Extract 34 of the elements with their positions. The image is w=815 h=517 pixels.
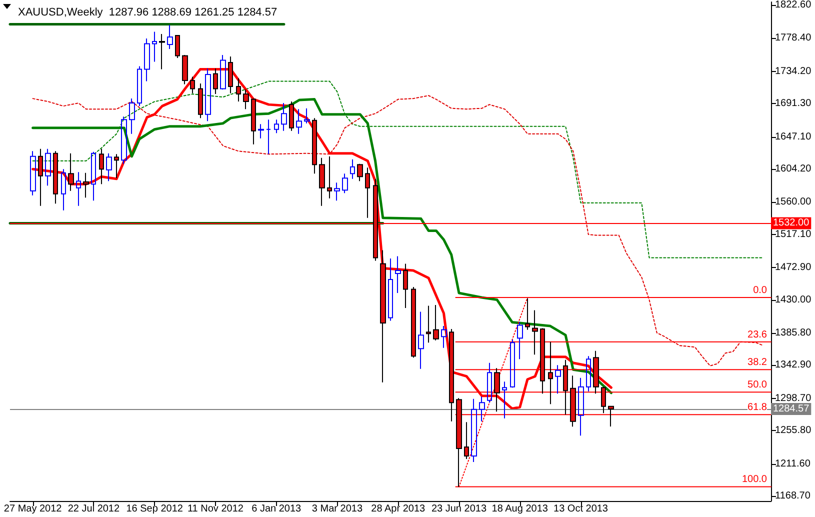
x-tick-label: 6 Jan 2013 [252,504,302,514]
x-tick-label: 13 Oct 2013 [554,504,608,514]
annotation: 23.6 [748,329,768,340]
annotation: 100.0 [742,474,768,486]
y-tick-label: 1298.70 [775,392,812,404]
y-tick-label: 1822.60 [775,0,812,10]
x-tick-label: 18 Aug 2013 [492,504,548,514]
chart-title: XAUUSD,Weekly 1287.96 1288.69 1261.25 1284.57 [18,6,278,18]
y-tick-label: 1255.80 [775,425,812,436]
y-tick-label: 1734.20 [775,66,812,77]
y-tick-label: 1604.20 [775,163,812,174]
x-tick-label: 3 Mar 2013 [312,504,363,514]
y-tick-label: 1647.10 [775,131,812,142]
y-tick-label: 1211.60 [775,458,811,470]
x-tick-label: 27 May 2012 [4,504,62,514]
y-tick-label: 1168.70 [775,490,811,502]
y-tick-label: 1778.40 [775,32,812,44]
y-tick-label: 1691.30 [775,98,812,110]
y-tick-label: 1472.90 [775,262,812,274]
x-tick-label: 16 Sep 2012 [126,504,184,514]
y-tick-label: 1560.00 [775,196,812,208]
y-tick-label: 1430.00 [775,294,812,306]
annotation: 61.8 [748,402,768,414]
y-tick-label: 1385.80 [775,327,812,338]
y-tick-label: 1342.90 [775,360,812,371]
y-tick-label: 1517.10 [775,228,812,240]
x-tick-label: 11 Nov 2012 [187,504,244,514]
x-tick-label: 23 Jun 2013 [431,504,487,514]
ref-line-label: 1532.00 [773,218,810,229]
annotation: 50.0 [748,380,768,391]
annotation: 38.2 [748,357,768,368]
x-tick-label: 28 Apr 2013 [371,504,426,514]
annotation: 0.0 [753,285,768,296]
ref-line-label: 1284.57 [773,403,810,414]
